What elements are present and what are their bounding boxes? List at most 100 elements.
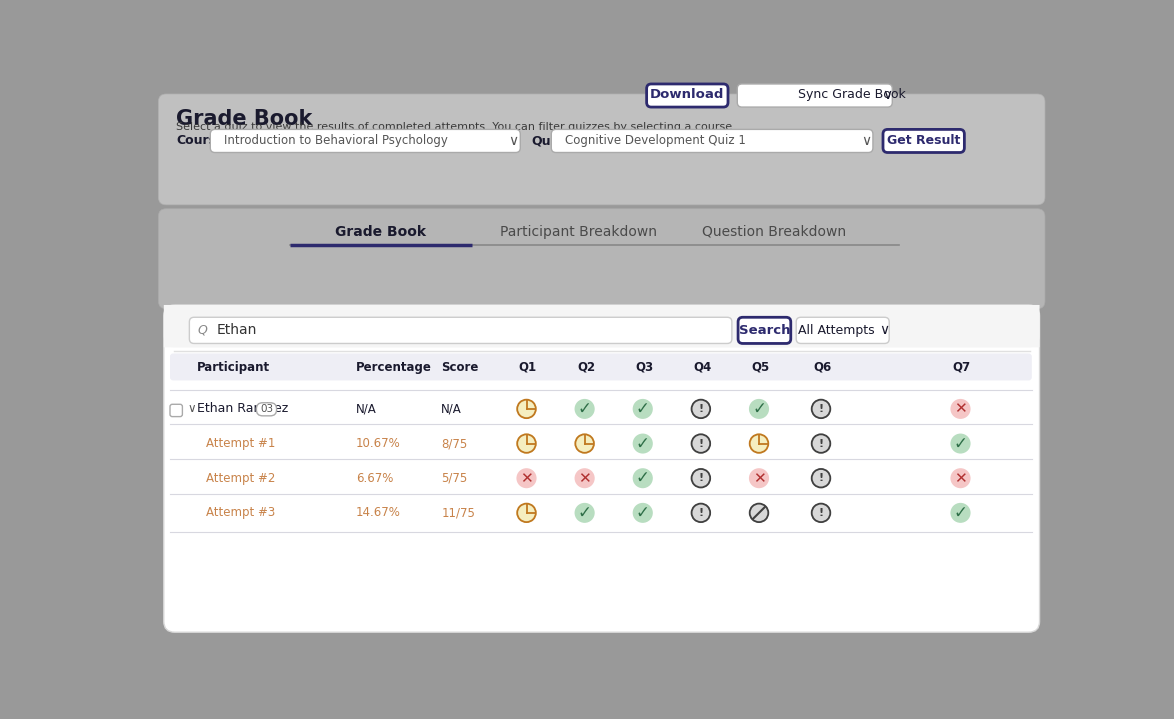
Text: ✓: ✓	[953, 434, 967, 452]
Text: 14.67%: 14.67%	[356, 506, 400, 519]
FancyBboxPatch shape	[796, 317, 889, 344]
FancyBboxPatch shape	[883, 129, 964, 152]
Text: Q6: Q6	[814, 361, 831, 374]
Text: !: !	[818, 404, 824, 414]
Text: ∨: ∨	[187, 403, 196, 416]
Text: ∨: ∨	[882, 88, 892, 102]
Circle shape	[691, 434, 710, 453]
FancyBboxPatch shape	[164, 305, 1039, 632]
Text: ✕: ✕	[753, 471, 765, 486]
FancyBboxPatch shape	[164, 305, 1039, 347]
Ellipse shape	[574, 399, 595, 419]
FancyBboxPatch shape	[170, 354, 1032, 380]
Text: ✓: ✓	[578, 504, 592, 522]
Text: Score: Score	[441, 361, 479, 374]
Circle shape	[750, 434, 768, 453]
Text: 6.67%: 6.67%	[356, 472, 393, 485]
FancyBboxPatch shape	[158, 94, 1045, 205]
Circle shape	[811, 469, 830, 487]
Text: Q2: Q2	[576, 361, 595, 374]
Text: 03: 03	[259, 404, 274, 414]
FancyBboxPatch shape	[164, 305, 1039, 347]
Text: Q5: Q5	[751, 361, 769, 374]
Text: Get Result: Get Result	[886, 134, 960, 147]
Ellipse shape	[951, 434, 971, 454]
FancyBboxPatch shape	[189, 317, 731, 344]
Circle shape	[518, 434, 535, 453]
Ellipse shape	[811, 468, 831, 488]
Text: Attempt #2: Attempt #2	[207, 472, 276, 485]
Ellipse shape	[749, 434, 769, 454]
Text: ✓: ✓	[636, 504, 649, 522]
Ellipse shape	[517, 399, 537, 419]
Circle shape	[691, 503, 710, 522]
Circle shape	[811, 434, 830, 453]
Text: Grade Book: Grade Book	[176, 109, 312, 129]
Ellipse shape	[690, 399, 711, 419]
Text: Ethan: Ethan	[216, 324, 257, 337]
Text: !: !	[818, 473, 824, 483]
Text: !: !	[699, 473, 703, 483]
Ellipse shape	[749, 399, 769, 419]
Text: 10.67%: 10.67%	[356, 437, 400, 450]
Text: Q4: Q4	[693, 361, 711, 374]
Ellipse shape	[951, 468, 971, 488]
Text: Introduction to Behavioral Psychology: Introduction to Behavioral Psychology	[224, 134, 448, 147]
FancyBboxPatch shape	[210, 129, 520, 152]
Text: !: !	[818, 508, 824, 518]
Text: N/A: N/A	[356, 403, 377, 416]
Ellipse shape	[811, 399, 831, 419]
Text: Percentage: Percentage	[356, 361, 432, 374]
Ellipse shape	[574, 434, 595, 454]
Ellipse shape	[633, 434, 653, 454]
Circle shape	[575, 434, 594, 453]
Text: !: !	[699, 404, 703, 414]
Text: ✕: ✕	[579, 471, 591, 486]
Text: ✓: ✓	[636, 470, 649, 487]
Text: ✕: ✕	[954, 471, 967, 486]
FancyBboxPatch shape	[170, 404, 182, 416]
Text: 8/75: 8/75	[441, 437, 467, 450]
Ellipse shape	[951, 503, 971, 523]
Text: Cognitive Development Quiz 1: Cognitive Development Quiz 1	[565, 134, 747, 147]
Ellipse shape	[749, 468, 769, 488]
Text: N/A: N/A	[441, 403, 463, 416]
Ellipse shape	[811, 434, 831, 454]
Circle shape	[750, 503, 768, 522]
Text: Attempt #3: Attempt #3	[207, 506, 276, 519]
FancyBboxPatch shape	[737, 84, 892, 107]
Ellipse shape	[574, 468, 595, 488]
FancyBboxPatch shape	[158, 209, 1045, 308]
Text: !: !	[699, 439, 703, 449]
Ellipse shape	[633, 468, 653, 488]
Text: Q: Q	[197, 324, 208, 337]
Ellipse shape	[811, 503, 831, 523]
Text: Course: Course	[176, 134, 224, 147]
Text: Attempt #1: Attempt #1	[207, 437, 276, 450]
Text: !: !	[699, 508, 703, 518]
Text: Question Breakdown: Question Breakdown	[702, 225, 846, 239]
Ellipse shape	[690, 468, 711, 488]
Text: ✓: ✓	[636, 400, 649, 418]
Ellipse shape	[517, 503, 537, 523]
Text: 11/75: 11/75	[441, 506, 475, 519]
Text: ✓: ✓	[578, 400, 592, 418]
Text: !: !	[818, 439, 824, 449]
Text: Download: Download	[649, 88, 724, 101]
FancyBboxPatch shape	[552, 129, 873, 152]
Text: ✕: ✕	[520, 471, 533, 486]
Ellipse shape	[574, 503, 595, 523]
Circle shape	[811, 400, 830, 418]
Text: Q7: Q7	[953, 361, 971, 374]
Circle shape	[518, 400, 535, 418]
Text: Participant Breakdown: Participant Breakdown	[500, 225, 657, 239]
Text: ✓: ✓	[636, 434, 649, 452]
Text: Ethan Ramirez: Ethan Ramirez	[197, 403, 289, 416]
Text: All Attempts: All Attempts	[798, 324, 875, 337]
Ellipse shape	[517, 468, 537, 488]
Text: ∨: ∨	[508, 134, 519, 148]
Circle shape	[518, 503, 535, 522]
Ellipse shape	[951, 399, 971, 419]
Text: ✓: ✓	[753, 400, 765, 418]
Text: Search: Search	[738, 324, 790, 337]
